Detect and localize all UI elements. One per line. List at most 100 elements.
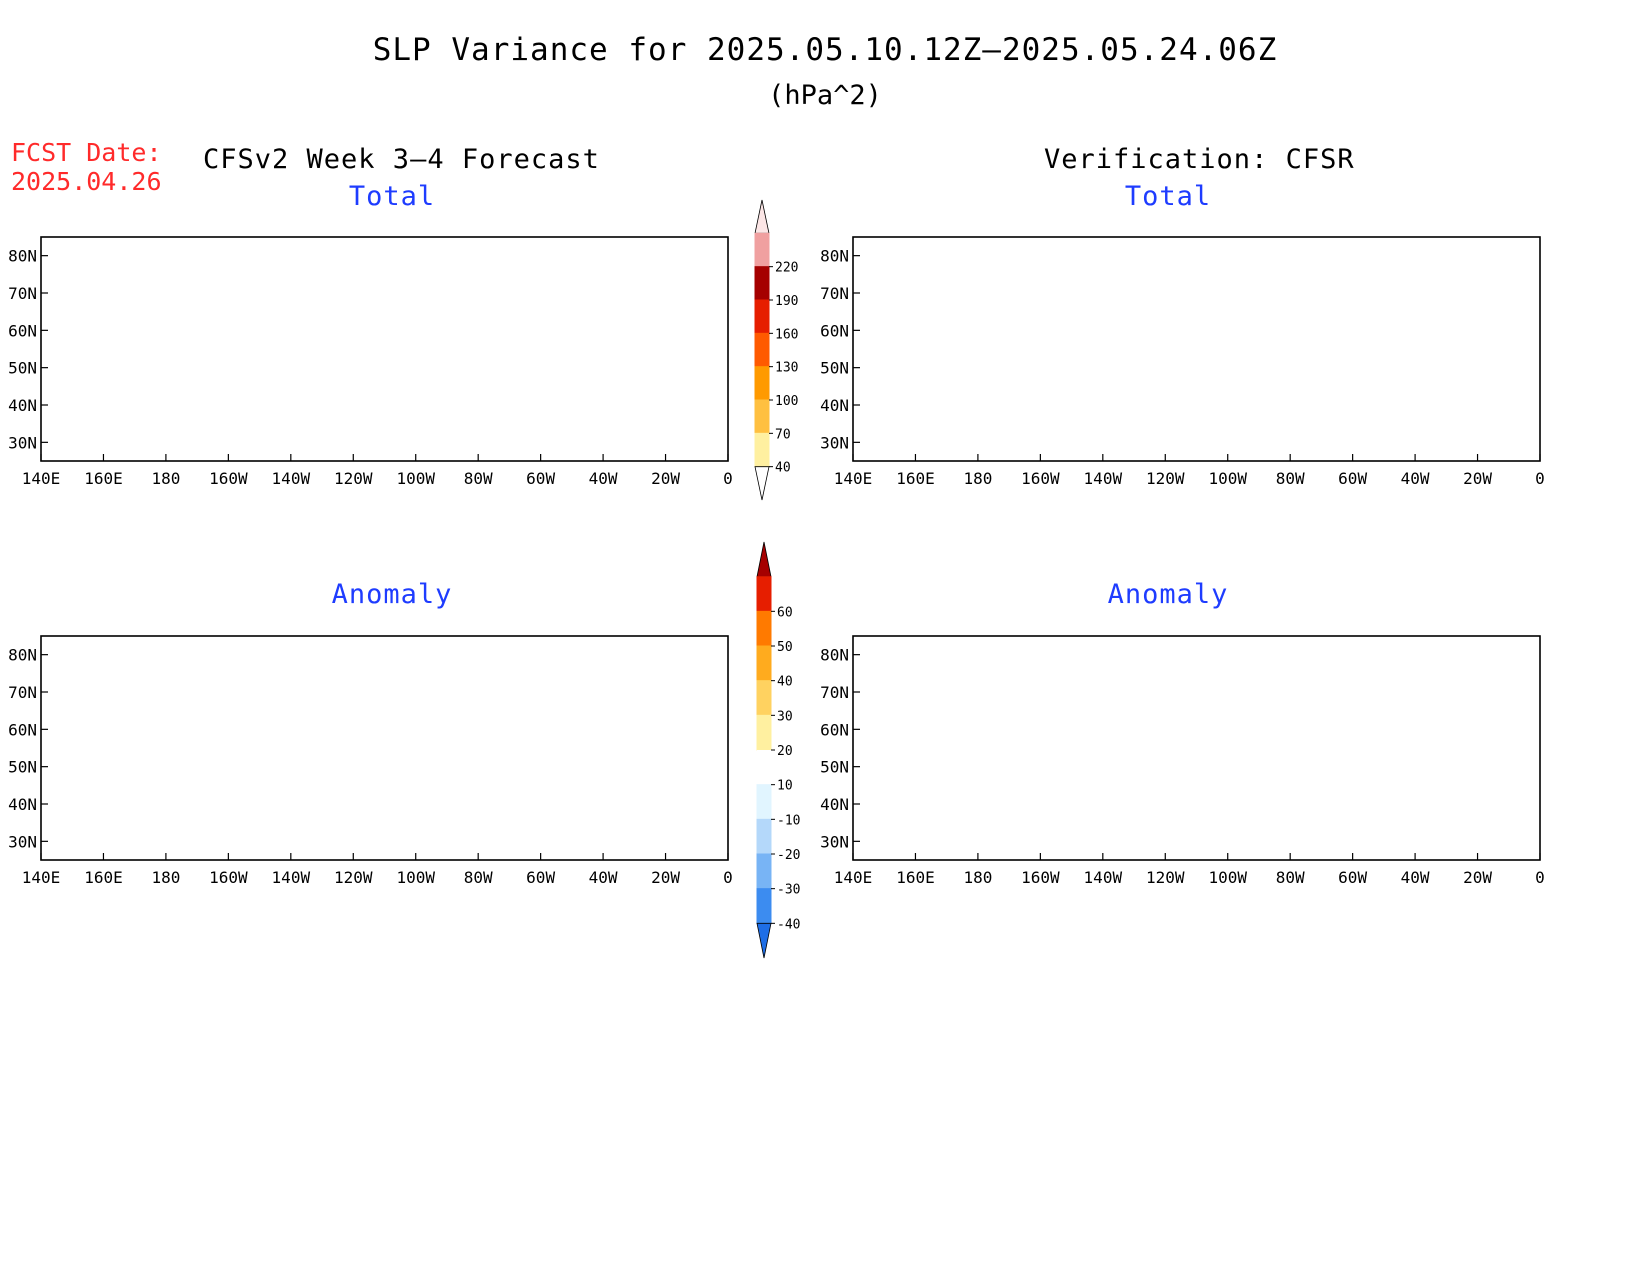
x-tick-label: 140W xyxy=(1084,868,1123,887)
x-tick-label: 100W xyxy=(1208,469,1247,488)
forecast-total-title: Total xyxy=(348,181,436,212)
x-tick-label: 180 xyxy=(151,469,180,488)
colorbar-label: 10 xyxy=(777,779,793,794)
x-tick-label: 20W xyxy=(1463,868,1492,887)
colorbar-swatch xyxy=(756,680,772,716)
colorbar-label: 70 xyxy=(775,427,791,442)
y-tick-label: 80N xyxy=(820,247,849,266)
y-tick-label: 30N xyxy=(8,832,37,851)
x-tick-label: 160W xyxy=(209,469,248,488)
x-tick-label: 40W xyxy=(589,868,618,887)
colorbar-label: -40 xyxy=(777,917,800,932)
colorbar-label: 50 xyxy=(777,640,793,655)
anomaly-colorbar: -40 -30 -20 -10 10 20 30 40 50 60 xyxy=(756,541,800,959)
x-tick-label: 60W xyxy=(526,469,555,488)
figure-title: SLP Variance for 2025.05.10.12Z–2025.05.… xyxy=(372,32,1278,68)
x-tick-label: 100W xyxy=(396,469,435,488)
x-tick-label: 60W xyxy=(1338,469,1367,488)
x-tick-label: 0 xyxy=(723,469,733,488)
y-tick-label: 70N xyxy=(820,683,849,702)
x-tick-label: 140E xyxy=(834,469,873,488)
colorbar-swatch xyxy=(756,818,772,855)
forecast-anomaly-title: Anomaly xyxy=(331,579,453,610)
y-tick-label: 80N xyxy=(8,646,37,665)
colorbar-swatch xyxy=(754,432,770,468)
colorbar-label: 30 xyxy=(777,709,793,724)
y-tick-label: 80N xyxy=(820,646,849,665)
colorbar-swatch xyxy=(756,853,772,890)
x-tick-label: 100W xyxy=(396,868,435,887)
fcst-date-label: FCST Date: xyxy=(11,138,162,167)
x-tick-label: 160E xyxy=(896,868,935,887)
left-column-heading: CFSv2 Week 3–4 Forecast xyxy=(203,144,600,175)
verification-anomaly-panel xyxy=(852,635,1541,861)
verification-total-title: Total xyxy=(1124,181,1212,212)
colorbar-swatch xyxy=(754,232,770,268)
y-tick-label: 40N xyxy=(8,795,37,814)
x-tick-label: 160E xyxy=(84,469,123,488)
x-tick-label: 20W xyxy=(651,469,680,488)
colorbar-label: -30 xyxy=(777,883,800,898)
colorbar-swatch xyxy=(756,645,772,682)
x-tick-label: 180 xyxy=(963,868,992,887)
x-tick-label: 180 xyxy=(963,469,992,488)
x-tick-label: 40W xyxy=(1401,469,1430,488)
x-tick-label: 80W xyxy=(464,868,493,887)
colorbar-swatch xyxy=(754,299,770,334)
fcst-date: FCST Date: 2025.04.26 xyxy=(11,138,162,196)
y-tick-label: 80N xyxy=(8,247,37,266)
colorbar-label: -10 xyxy=(777,813,800,828)
y-tick-label: 40N xyxy=(820,795,849,814)
y-tick-label: 50N xyxy=(820,359,849,378)
y-tick-label: 70N xyxy=(8,683,37,702)
x-tick-label: 80W xyxy=(1276,868,1305,887)
x-tick-label: 160E xyxy=(84,868,123,887)
y-tick-label: 60N xyxy=(820,321,849,340)
colorbar-label: 190 xyxy=(775,294,798,309)
colorbar-swatch xyxy=(754,199,770,234)
y-tick-label: 30N xyxy=(8,433,37,452)
x-tick-label: 180 xyxy=(151,868,180,887)
x-tick-label: 0 xyxy=(1535,469,1545,488)
colorbar-swatch xyxy=(756,576,772,612)
figure-units: (hPa^2) xyxy=(768,80,882,111)
axes-layer: 140E 160E 180 160W 140W 120W 100W 80W 60W 40W 20W 0… xyxy=(8,247,1545,887)
x-tick-label: 0 xyxy=(723,868,733,887)
x-tick-label: 60W xyxy=(1338,868,1367,887)
x-tick-label: 100W xyxy=(1208,868,1247,887)
x-tick-label: 140W xyxy=(272,868,311,887)
colorbar-label: 20 xyxy=(777,744,793,759)
x-tick-label: 140E xyxy=(834,868,873,887)
y-tick-label: 60N xyxy=(8,720,37,739)
forecast-anomaly-panel xyxy=(40,635,729,861)
colorbar-label: 60 xyxy=(777,605,793,620)
colorbar-label: -20 xyxy=(777,848,800,863)
colorbar-label: 40 xyxy=(777,675,793,690)
x-tick-label: 140W xyxy=(1084,469,1123,488)
colorbar-layer: 40 70 100 130 160 190 220 -40 -30 -20 -10 10 20 30 40 5… xyxy=(754,199,800,959)
fcst-date-value: 2025.04.26 xyxy=(11,167,162,196)
y-tick-label: 70N xyxy=(8,284,37,303)
x-tick-label: 20W xyxy=(651,868,680,887)
colorbar-swatch xyxy=(756,714,772,751)
colorbar-swatch xyxy=(754,366,770,401)
colorbar-label: 130 xyxy=(775,361,798,376)
x-tick-label: 0 xyxy=(1535,868,1545,887)
colorbar-swatch xyxy=(754,266,770,301)
x-tick-label: 160W xyxy=(209,868,248,887)
colorbar-swatch xyxy=(756,610,772,647)
x-tick-label: 160E xyxy=(896,469,935,488)
x-tick-label: 140E xyxy=(22,868,61,887)
colorbar-swatch xyxy=(754,332,770,368)
colorbar-swatch xyxy=(754,466,770,501)
forecast-total-panel xyxy=(40,236,729,462)
colorbar-label: 40 xyxy=(775,461,791,476)
y-tick-label: 50N xyxy=(8,758,37,777)
y-tick-label: 60N xyxy=(8,321,37,340)
x-tick-label: 40W xyxy=(1401,868,1430,887)
y-tick-label: 30N xyxy=(820,832,849,851)
x-tick-label: 160W xyxy=(1021,868,1060,887)
colorbar-label: 160 xyxy=(775,327,798,342)
total-colorbar: 40 70 100 130 160 190 220 xyxy=(754,199,798,501)
